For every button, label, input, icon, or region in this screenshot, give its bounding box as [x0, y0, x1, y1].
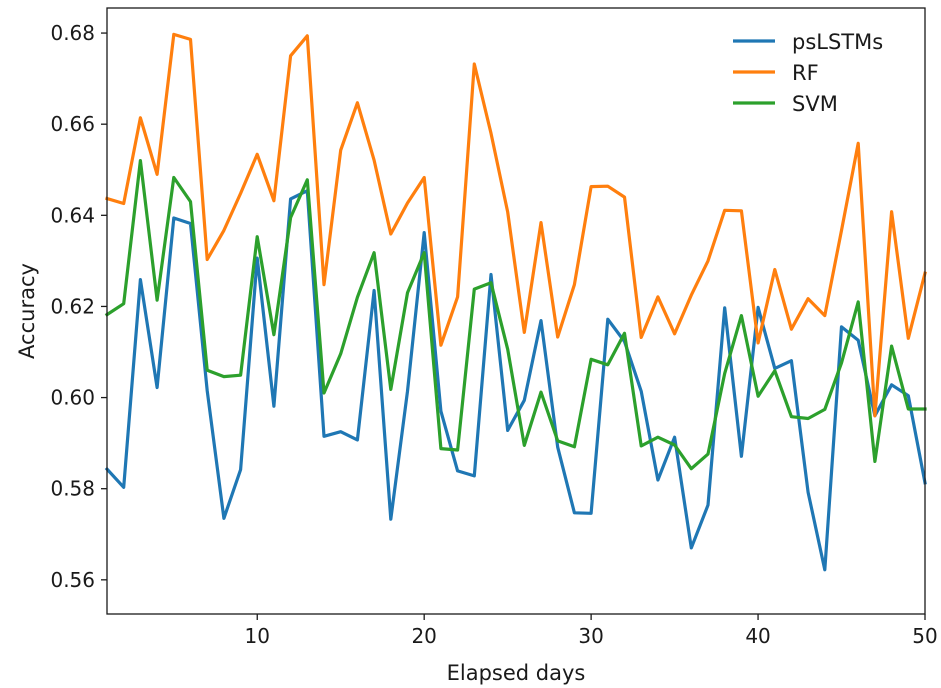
- y-tick-label: 0.64: [50, 203, 95, 227]
- series-line-pslstms: [104, 189, 927, 572]
- x-tick-label: 20: [411, 624, 436, 648]
- series-layer: [104, 32, 927, 572]
- x-tick-label: 50: [912, 624, 937, 648]
- y-tick-label: 0.66: [50, 112, 95, 136]
- x-axis-ticks: 10 20 30 40 50: [245, 614, 938, 648]
- y-axis-ticks: 0.56 0.58 0.60 0.62 0.64 0.66 0.68: [50, 21, 107, 592]
- legend-label-svm: SVM: [792, 92, 838, 116]
- legend: psLSTMs RF SVM: [733, 30, 883, 116]
- y-axis-label: Accuracy: [15, 263, 39, 359]
- y-tick-label: 0.58: [50, 477, 95, 501]
- y-tick-label: 0.56: [50, 568, 95, 592]
- y-tick-label: 0.68: [50, 21, 95, 45]
- y-tick-label: 0.62: [50, 294, 95, 318]
- y-tick-label: 0.60: [50, 386, 95, 410]
- plot-frame: [106, 7, 926, 615]
- x-axis-label: Elapsed days: [447, 661, 586, 685]
- legend-label-pslstms: psLSTMs: [792, 30, 883, 54]
- series-line-rf: [105, 32, 927, 418]
- legend-label-rf: RF: [792, 61, 819, 85]
- x-tick-label: 10: [245, 624, 270, 648]
- x-tick-label: 40: [745, 624, 770, 648]
- x-tick-label: 30: [578, 624, 603, 648]
- series-line-svm: [104, 159, 927, 471]
